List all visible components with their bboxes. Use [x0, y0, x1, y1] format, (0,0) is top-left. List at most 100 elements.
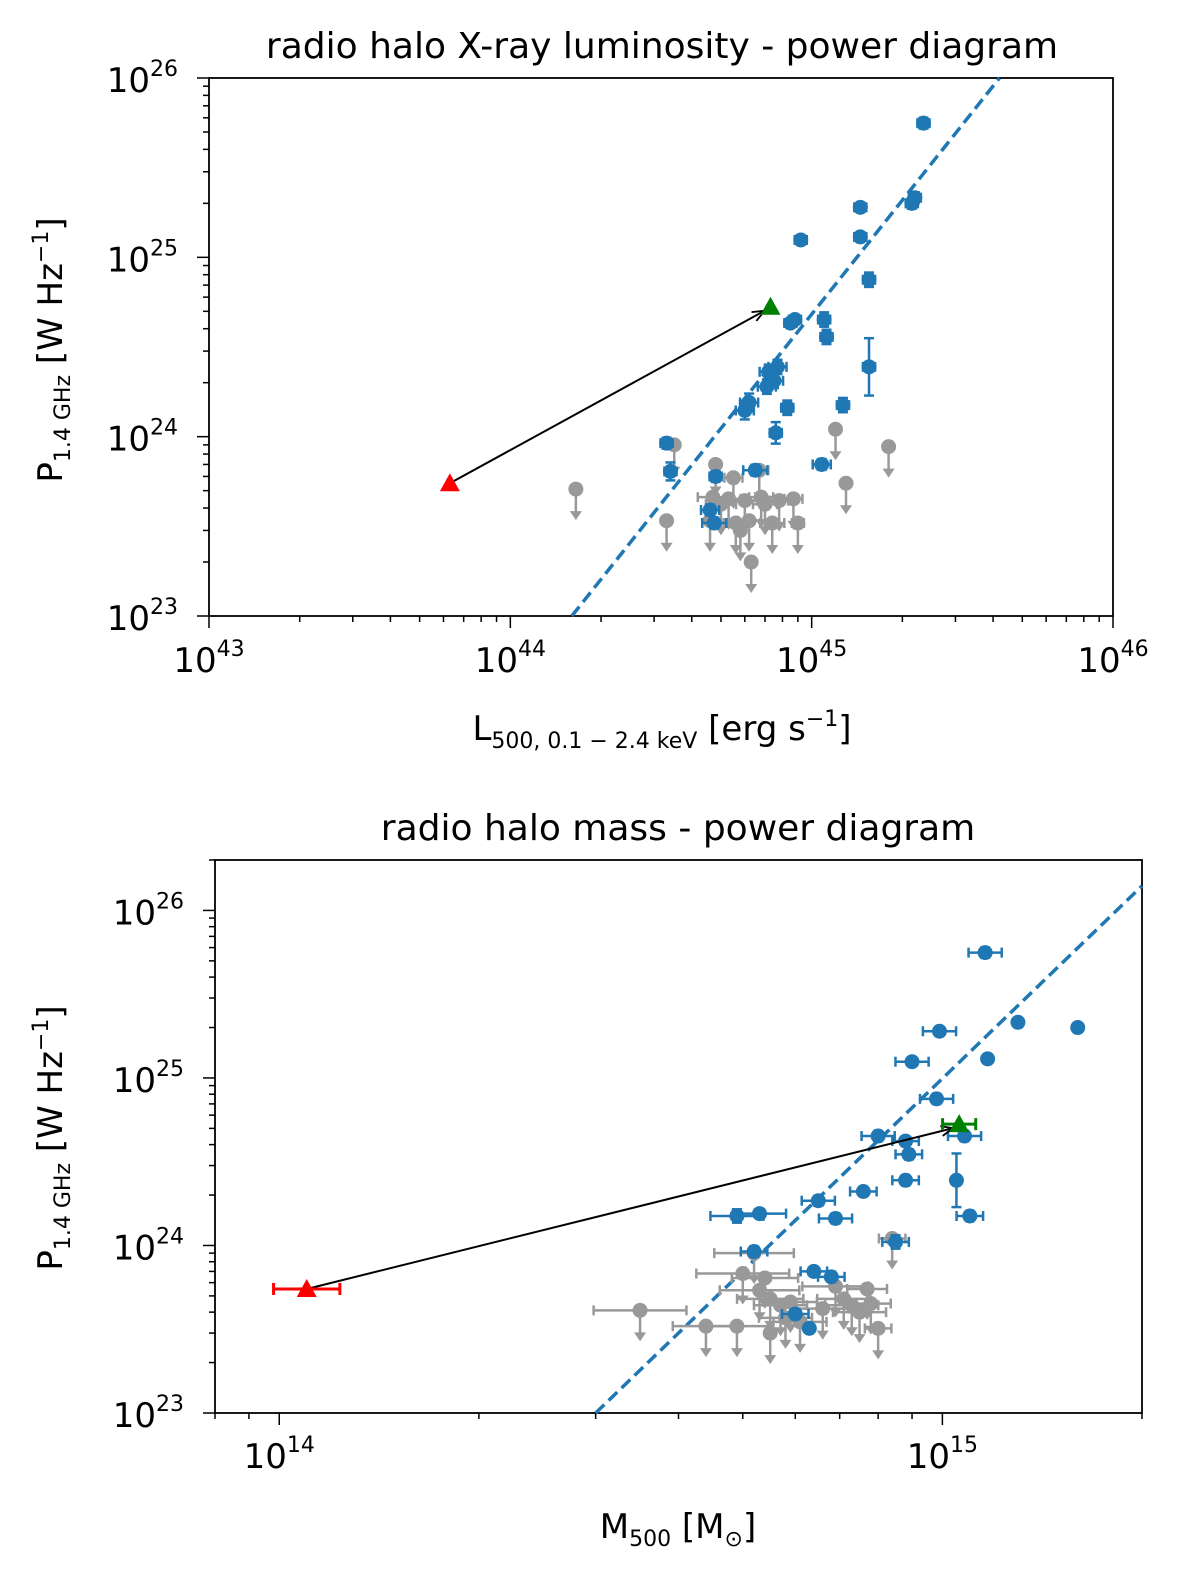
upper-limit-marker: [762, 1325, 778, 1341]
detection-marker: [752, 1206, 768, 1222]
detection-point: [861, 336, 877, 397]
upper-limit-marker: [859, 1281, 875, 1297]
detection-marker: [948, 1172, 964, 1188]
limit-arrow-head: [766, 545, 779, 555]
minor-ticks: [203, 859, 1143, 1425]
limit-arrow-head: [729, 545, 742, 555]
detection-point: [741, 462, 769, 478]
upper-limit-point: [568, 481, 584, 521]
chart-title: radio halo X-ray luminosity - power diag…: [266, 26, 1058, 67]
detection-marker: [898, 1172, 914, 1188]
shift-arrow: [449, 311, 765, 485]
detection-point: [731, 1206, 788, 1222]
detection-point: [955, 1208, 985, 1224]
upper-limit-marker: [743, 554, 759, 570]
detection-marker: [1010, 1014, 1026, 1030]
red-triangle-marker: [439, 473, 460, 492]
detection-marker: [852, 229, 868, 245]
detection-point: [779, 399, 795, 417]
detection-marker: [888, 1234, 904, 1250]
limit-arrow-head: [734, 552, 747, 562]
limit-arrow-head: [784, 1323, 797, 1333]
detection-marker: [729, 1208, 745, 1224]
detection-point: [780, 1306, 810, 1322]
upper-limit-marker: [785, 491, 801, 507]
detection-point: [700, 515, 728, 531]
y-tick-label: 1026: [113, 889, 184, 933]
upper-limit-point: [790, 515, 806, 555]
detection-point: [852, 199, 868, 215]
limit-arrow-head: [872, 1350, 885, 1360]
detection-point: [734, 400, 756, 421]
panel-luminosity-power: radio halo X-ray luminosity - power diag…: [29, 26, 1149, 754]
upper-limit-point: [863, 1320, 893, 1360]
upper-limit-marker: [757, 1270, 773, 1286]
detection-point: [816, 1269, 846, 1285]
y-tick-label: 1023: [107, 595, 178, 639]
y-tick-labels: 1023 1024 1025 1026: [107, 57, 178, 639]
detection-marker: [823, 1269, 839, 1285]
plot-frame: [214, 859, 1143, 1414]
limit-arrow-head: [745, 584, 758, 594]
upper-limit-marker: [632, 1302, 648, 1318]
limit-arrow-head: [773, 522, 786, 532]
upper-limit-point: [718, 1282, 801, 1322]
upper-limit-marker: [782, 1294, 798, 1310]
red-triangle-marker: [296, 1278, 317, 1297]
detection-marker: [759, 379, 775, 395]
detection-marker: [901, 1146, 917, 1162]
detection-point: [787, 312, 803, 328]
upper-limit-marker: [790, 515, 806, 531]
red-marker-point: [439, 473, 460, 492]
limit-arrow-head: [816, 1330, 829, 1340]
upper-limit-marker: [838, 475, 854, 491]
detection-marker: [929, 1091, 945, 1107]
detection-marker: [747, 462, 763, 478]
detection-point: [699, 502, 721, 518]
detection-point: [921, 1023, 958, 1039]
detection-marker: [835, 397, 851, 413]
x-tick-label: 1044: [475, 637, 546, 681]
detection-point: [891, 1172, 921, 1188]
detection-point: [662, 461, 678, 482]
detection-marker: [816, 312, 832, 328]
y-tick-label: 1024: [113, 1224, 184, 1268]
upper-limit-marker: [659, 513, 675, 529]
detection-marker: [779, 400, 795, 416]
detection-marker: [915, 115, 931, 131]
detection-marker: [957, 1128, 973, 1144]
detection-marker: [702, 502, 718, 518]
limit-arrow-head: [569, 511, 582, 521]
detection-marker: [904, 195, 920, 211]
detection-point: [904, 195, 920, 211]
upper-limit-point: [881, 439, 897, 478]
x-axis-label: M500 [M⊙]: [600, 1507, 756, 1552]
upper-limit-marker: [725, 470, 741, 486]
limit-arrow-head: [791, 545, 804, 555]
upper-limit-marker: [870, 1320, 886, 1336]
upper-limit-point: [762, 1325, 778, 1365]
detection-point: [894, 1054, 930, 1070]
y-tick-label: 1023: [113, 1392, 184, 1436]
upper-limit-point: [592, 1302, 688, 1342]
upper-limit-point: [838, 475, 854, 515]
detection-point: [816, 311, 832, 328]
limit-arrow-head: [845, 1327, 858, 1337]
x-tick-label: 1043: [173, 637, 244, 681]
limit-arrow-head: [660, 542, 673, 552]
detection-point: [918, 1091, 955, 1107]
upper-limit-point: [702, 1318, 772, 1358]
upper-limit-marker: [771, 493, 787, 509]
detection-point: [915, 115, 931, 131]
data-marks: [272, 884, 1144, 1415]
detection-point: [811, 456, 833, 472]
detection-point: [801, 1320, 817, 1336]
detection-marker: [828, 1210, 844, 1226]
detection-marker: [659, 435, 675, 451]
upper-limit-marker: [708, 456, 724, 472]
green-triangle-marker: [949, 1114, 970, 1133]
detection-marker: [931, 1023, 947, 1039]
detection-marker: [1070, 1020, 1086, 1036]
green-triangle-marker: [760, 296, 781, 315]
upper-limit-point: [671, 1318, 741, 1358]
